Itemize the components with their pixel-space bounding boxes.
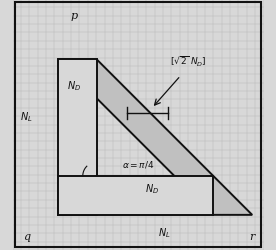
Text: $N_L$: $N_L$: [158, 226, 171, 239]
Text: $N_L$: $N_L$: [20, 110, 33, 123]
Text: $\alpha = \pi/4$: $\alpha = \pi/4$: [122, 158, 154, 169]
Bar: [58, 176, 213, 215]
Text: p: p: [70, 11, 78, 21]
Text: $N_D$: $N_D$: [145, 182, 159, 196]
Polygon shape: [58, 60, 252, 215]
Text: q: q: [23, 231, 30, 241]
Text: r: r: [250, 231, 255, 241]
Text: $[\sqrt{2}\ N_D]$: $[\sqrt{2}\ N_D]$: [170, 54, 206, 68]
Bar: [58, 60, 97, 215]
Text: $N_D$: $N_D$: [67, 80, 81, 93]
